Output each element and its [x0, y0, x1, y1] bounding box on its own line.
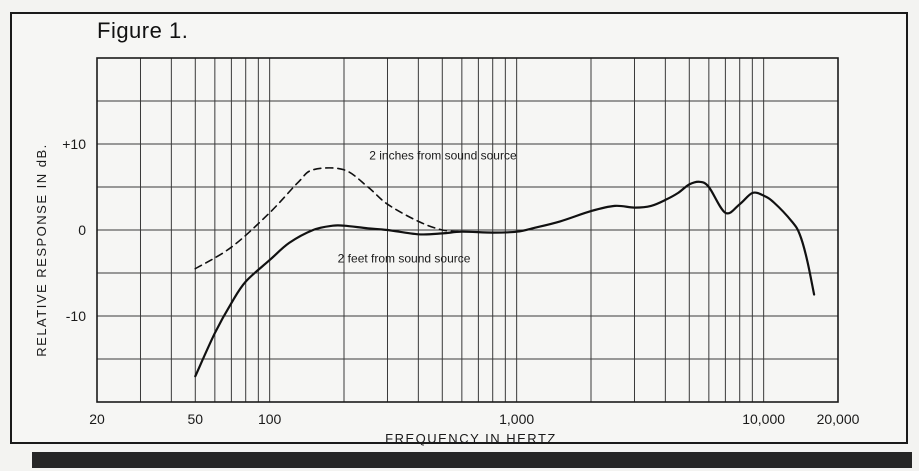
- label-layer: 20 50 100 1,000 10,000 20,000 +10 0 -10 FREQUENCY…: [34, 136, 860, 446]
- x-tick-label: 20,000: [817, 411, 860, 427]
- grid: [96, 57, 839, 403]
- y-axis-title: RELATIVE RESPONSE IN dB.: [34, 143, 49, 356]
- x-tick-label: 100: [258, 411, 282, 427]
- series-annotation: 2 inches from sound source: [369, 148, 517, 162]
- series-layer: [194, 167, 816, 378]
- series-annotation: 2 feet from sound source: [338, 252, 471, 266]
- y-tick-label: -10: [66, 308, 86, 324]
- plot-border: [96, 57, 839, 403]
- y-tick-label: 0: [78, 222, 86, 238]
- y-tick-label: +10: [62, 136, 86, 152]
- x-axis-title: FREQUENCY IN HERTZ: [385, 431, 557, 446]
- figure-title: Figure 1.: [97, 18, 189, 43]
- x-tick-label: 1,000: [499, 411, 534, 427]
- series-line-2-inches: [194, 167, 463, 270]
- figure-frame: [10, 12, 908, 444]
- series-line-2-feet: [194, 180, 816, 378]
- x-tick-label: 20: [89, 411, 105, 427]
- x-tick-label: 10,000: [742, 411, 785, 427]
- x-tick-label: 50: [188, 411, 204, 427]
- bottom-shadow-bar: [32, 452, 912, 468]
